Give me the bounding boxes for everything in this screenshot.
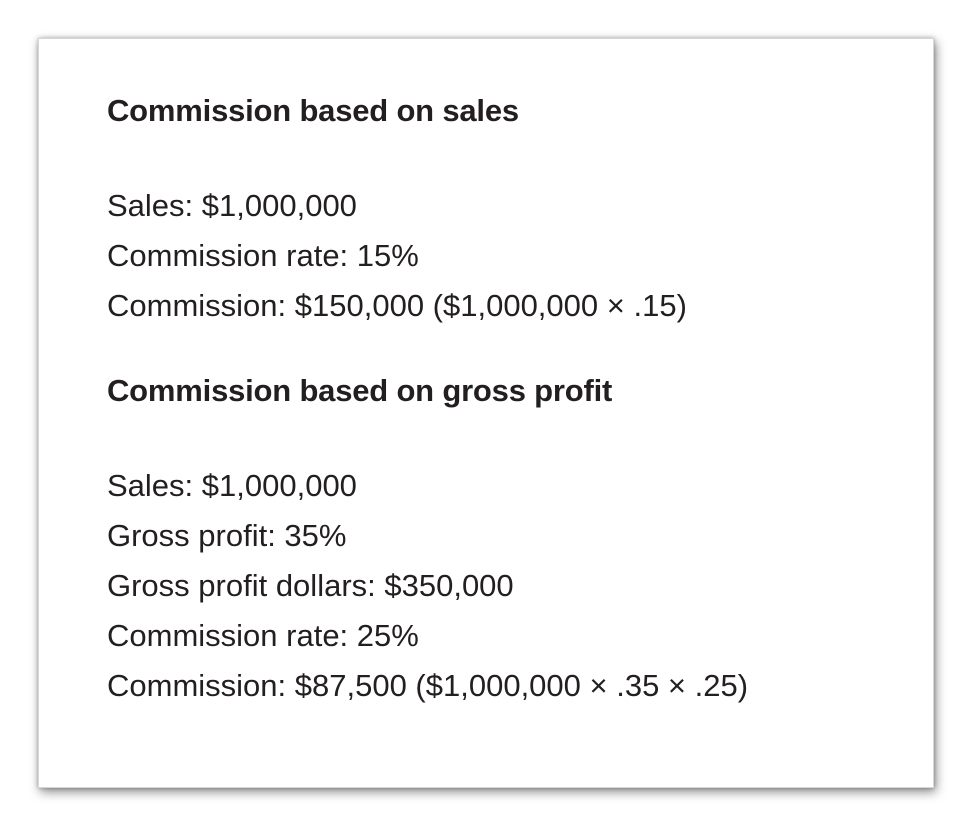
gross-profit-dollars-line: Gross profit dollars: $350,000	[107, 568, 514, 603]
section-lines: Sales: $1,000,000 Gross profit: 35% Gros…	[107, 461, 748, 711]
section-heading: Commission based on gross profit	[107, 373, 613, 408]
section-commission-on-sales: Commission based on sales Sales: $1,000,…	[107, 91, 748, 331]
sales-line: Sales: $1,000,000	[107, 188, 357, 223]
commission-rate-line: Commission rate: 25%	[107, 618, 419, 653]
sales-line: Sales: $1,000,000	[107, 468, 357, 503]
gross-profit-line: Gross profit: 35%	[107, 518, 347, 553]
commission-line: Commission: $150,000 ($1,000,000 × .15)	[107, 288, 687, 323]
commission-line: Commission: $87,500 ($1,000,000 × .35 × …	[107, 668, 749, 703]
example-card: Commission based on sales Sales: $1,000,…	[38, 38, 934, 788]
commission-rate-line: Commission rate: 15%	[107, 238, 419, 273]
section-heading: Commission based on sales	[107, 93, 519, 128]
section-commission-on-gross-profit: Commission based on gross profit Sales: …	[107, 371, 748, 711]
section-lines: Sales: $1,000,000 Commission rate: 15% C…	[107, 181, 748, 331]
card-content: Commission based on sales Sales: $1,000,…	[107, 91, 748, 711]
